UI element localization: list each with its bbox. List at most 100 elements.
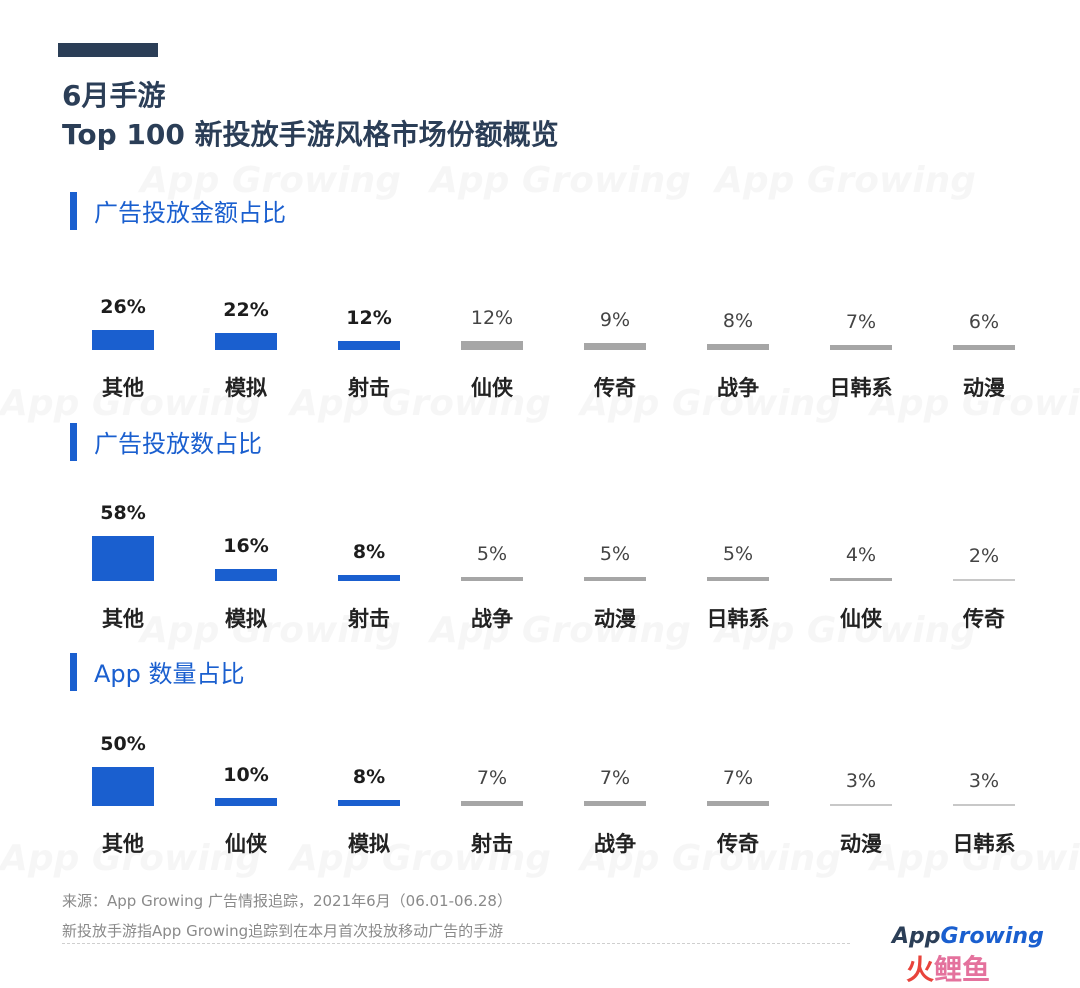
bar-group: 2% 传奇 (953, 441, 1015, 631)
bar-value-label: 5% (722, 543, 754, 566)
bar-value-label: 26% (100, 295, 146, 318)
page-title-line1: 6月手游 (62, 79, 166, 112)
bar-group: 6% 动漫 (953, 210, 1015, 400)
bar-category-label: 其他 (102, 376, 144, 400)
bar-group: 3% 动漫 (830, 666, 892, 856)
bar (461, 577, 523, 581)
bar (338, 799, 400, 806)
bar (707, 343, 769, 350)
bar-category-label: 动漫 (963, 376, 1005, 400)
bar-category-label: 战争 (594, 832, 636, 856)
bar-category-label: 模拟 (225, 376, 267, 400)
watermark: App Growing (430, 160, 691, 201)
bar-group: 5% 日韩系 (707, 441, 770, 631)
bar-value-label: 7% (845, 310, 877, 333)
bar-value-label: 8% (352, 540, 386, 563)
corner-logo-chars: 鲤鱼 (934, 953, 991, 986)
bar-value-label: 6% (968, 311, 1000, 334)
bar-category-label: 射击 (348, 376, 390, 400)
bar (830, 344, 892, 350)
section-marker (70, 653, 77, 691)
bar (584, 577, 646, 581)
bar-group: 5% 动漫 (584, 441, 646, 631)
bar-category-label: 传奇 (717, 832, 759, 856)
bar-group: 8% 模拟 (338, 666, 400, 856)
bar-group: 10% 仙侠 (215, 666, 277, 856)
bar (830, 577, 892, 581)
bar-value-label: 58% (100, 501, 146, 524)
bar-value-label: 16% (223, 534, 269, 557)
bar-chart-ad-spend: 26% 其他 22% 模拟 12% 射击 12% 仙侠 9% 传奇 8% 战争 7% 日韩系 6% 动漫 (0, 210, 1080, 400)
bar-category-label: 传奇 (594, 376, 636, 400)
bar-group: 22% 模拟 (215, 210, 277, 400)
bar-group: 9% 传奇 (584, 210, 646, 400)
bar-value-label: 9% (599, 308, 631, 331)
bar-category-label: 其他 (102, 832, 144, 856)
section-title: 广告投放数占比 (94, 430, 262, 458)
bar-group: 58% 其他 (92, 441, 154, 631)
app-growing-logo: AppGrowing (892, 924, 1044, 949)
bar (707, 577, 769, 581)
bar-group: 7% 日韩系 (830, 210, 893, 400)
bar-category-label: 模拟 (348, 832, 390, 856)
bar (953, 579, 1015, 581)
bar-value-label: 12% (470, 306, 514, 329)
bar-value-label: 3% (968, 769, 1000, 792)
bar-value-label: 3% (845, 769, 877, 792)
bar-value-label: 5% (476, 543, 508, 566)
bar-value-label: 5% (599, 543, 631, 566)
bar (338, 340, 400, 350)
bar-value-label: 7% (599, 766, 631, 789)
bar-value-label: 12% (346, 306, 392, 329)
bar (215, 798, 277, 806)
bar (584, 342, 646, 350)
bar-category-label: 仙侠 (225, 832, 267, 856)
bar-value-label: 50% (100, 733, 146, 755)
bar-group: 12% 射击 (338, 210, 400, 400)
bar-category-label: 传奇 (963, 607, 1005, 631)
bar-group: 26% 其他 (92, 210, 154, 400)
bar-group: 7% 战争 (584, 666, 646, 856)
bar (92, 329, 154, 350)
section-marker (70, 192, 77, 230)
bar (92, 535, 154, 581)
bar-value-label: 10% (223, 764, 269, 787)
bar (215, 332, 277, 350)
bar (584, 800, 646, 806)
bar-group: 50% 其他 (92, 666, 154, 856)
page-title-line2: Top 100 新投放手游风格市场份额概览 (62, 118, 559, 151)
corner-watermark-logo: 火鲤鱼 (906, 948, 990, 988)
bar-category-label: 动漫 (594, 607, 636, 631)
bar (215, 568, 277, 581)
bar-value-label: 8% (352, 765, 386, 788)
footer-divider (62, 943, 850, 944)
bar-category-label: 战争 (471, 607, 513, 631)
bar-category-label: 日韩系 (829, 376, 893, 400)
bar-group: 4% 仙侠 (830, 441, 892, 631)
bar-category-label: 其他 (102, 607, 144, 631)
bar-category-label: 日韩系 (706, 607, 770, 631)
bar-group: 7% 传奇 (707, 666, 769, 856)
bar-value-label: 22% (223, 298, 269, 321)
bar (92, 767, 154, 806)
header-accent-bar (58, 43, 158, 57)
bar (953, 345, 1015, 350)
bar-category-label: 射击 (348, 607, 390, 631)
logo-text-app: App (892, 924, 941, 949)
bar-value-label: 7% (476, 766, 508, 789)
bar-category-label: 仙侠 (840, 607, 882, 631)
bar-group: 12% 仙侠 (461, 210, 523, 400)
bar-category-label: 模拟 (225, 607, 267, 631)
corner-logo-char: 火 (906, 953, 935, 986)
bar-group: 5% 战争 (461, 441, 523, 631)
bar (953, 803, 1015, 806)
bar-chart-ad-count: 58% 其他 16% 模拟 8% 射击 5% 战争 5% 动漫 5% 日韩系 4% 仙侠 2% 传奇 (0, 441, 1080, 631)
section-title: 广告投放金额占比 (94, 199, 286, 227)
bar-category-label: 动漫 (840, 832, 882, 856)
bar-value-label: 4% (845, 543, 877, 566)
bar (707, 800, 769, 806)
bar-value-label: 2% (968, 545, 1000, 567)
bar-group: 16% 模拟 (215, 441, 277, 631)
section-marker (70, 423, 77, 461)
logo-text-growing: Growing (940, 924, 1044, 949)
